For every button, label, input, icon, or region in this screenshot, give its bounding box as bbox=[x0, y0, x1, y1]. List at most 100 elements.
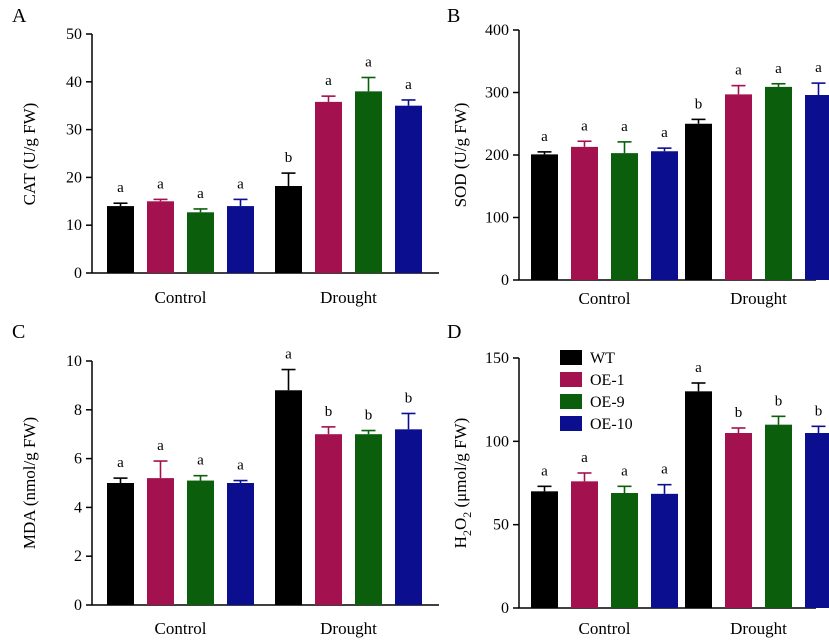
y-axis-label: H2O2 (μmol/g FW) bbox=[451, 418, 474, 549]
significance-label: a bbox=[117, 455, 124, 471]
legend-swatch-oe-1 bbox=[560, 372, 582, 387]
y-tick-label: 0 bbox=[501, 600, 509, 617]
x-category-label: Control bbox=[579, 289, 631, 308]
bar-wt-drought bbox=[275, 186, 302, 273]
bar-oe-9-control bbox=[187, 480, 214, 605]
significance-label: b bbox=[815, 403, 823, 419]
legend-swatch-oe-10 bbox=[560, 416, 582, 431]
bar-wt-control bbox=[107, 483, 134, 605]
significance-label: a bbox=[237, 176, 244, 192]
significance-label: a bbox=[775, 61, 782, 77]
y-tick-label: 4 bbox=[74, 499, 82, 516]
bar-oe-1-control bbox=[147, 201, 174, 273]
significance-label: b bbox=[775, 393, 783, 409]
bar-oe-1-drought bbox=[315, 434, 342, 605]
bar-oe-9-drought bbox=[355, 434, 382, 605]
legend-swatch-wt bbox=[560, 350, 582, 365]
significance-label: a bbox=[405, 77, 412, 93]
y-axis-label-part: 2 bbox=[460, 530, 474, 536]
y-axis-label: MDA (nmol/g FW) bbox=[20, 417, 39, 549]
significance-label: b bbox=[325, 404, 333, 420]
legend-swatch-oe-9 bbox=[560, 394, 582, 409]
bar-wt-drought bbox=[685, 391, 712, 608]
y-tick-label: 0 bbox=[501, 272, 509, 289]
legend: WT OE-1 OE-9 OE-10 bbox=[560, 350, 633, 433]
significance-label: a bbox=[581, 450, 588, 466]
significance-label: a bbox=[117, 180, 124, 196]
y-tick-label: 150 bbox=[485, 350, 509, 367]
y-axis-label-part: 2 bbox=[460, 512, 474, 518]
bar-oe-10-drought bbox=[395, 429, 422, 605]
y-tick-label: 30 bbox=[66, 122, 82, 139]
significance-label: b bbox=[735, 405, 743, 421]
panel-label: A bbox=[12, 5, 27, 27]
bar-oe-1-control bbox=[571, 146, 598, 280]
bar-oe-1-drought bbox=[315, 101, 342, 273]
y-tick-label: 400 bbox=[485, 22, 509, 39]
bar-oe-10-drought bbox=[805, 95, 829, 280]
y-axis-label: SOD (U/g FW) bbox=[451, 103, 470, 208]
chart-panel-c: C 0 2 4 6 8 10 MDA (nmol/g FW) a a a a Control a b b b Dr… bbox=[12, 321, 439, 638]
bar-oe-1-drought bbox=[725, 433, 752, 608]
significance-label: a bbox=[285, 347, 292, 363]
significance-label: a bbox=[197, 453, 204, 469]
legend-label-wt: WT bbox=[590, 350, 615, 367]
significance-label: a bbox=[197, 186, 204, 202]
significance-label: a bbox=[365, 54, 372, 70]
y-tick-label: 50 bbox=[66, 26, 82, 43]
bar-wt-drought bbox=[275, 390, 302, 605]
bar-wt-control bbox=[531, 154, 558, 280]
bar-oe-10-drought bbox=[805, 433, 829, 608]
significance-label: a bbox=[581, 118, 588, 134]
x-category-label: Control bbox=[155, 288, 207, 307]
y-tick-label: 2 bbox=[74, 548, 82, 565]
y-tick-label: 0 bbox=[74, 265, 82, 282]
x-category-label: Control bbox=[155, 619, 207, 638]
y-tick-label: 100 bbox=[485, 210, 509, 227]
significance-label: a bbox=[621, 463, 628, 479]
y-axis-label-part: (μmol/g FW) bbox=[451, 418, 470, 512]
y-tick-label: 200 bbox=[485, 147, 509, 164]
chart-panel-a: A 0 10 20 30 40 50 CAT (U/g FW) a a a a Control b a a a D… bbox=[12, 5, 439, 307]
y-axis-label-part: H bbox=[451, 536, 470, 548]
significance-label: a bbox=[325, 73, 332, 89]
bar-oe-9-control bbox=[187, 212, 214, 273]
y-tick-label: 6 bbox=[74, 451, 82, 468]
y-tick-label: 300 bbox=[485, 85, 509, 102]
significance-label: a bbox=[661, 125, 668, 141]
y-tick-label: 0 bbox=[74, 597, 82, 614]
panel-label: B bbox=[447, 5, 460, 27]
y-tick-label: 100 bbox=[485, 433, 509, 450]
bar-oe-10-drought bbox=[395, 105, 422, 273]
significance-label: b bbox=[285, 150, 293, 166]
significance-label: a bbox=[541, 129, 548, 145]
significance-label: a bbox=[157, 438, 164, 454]
legend-label-oe-10: OE-10 bbox=[590, 416, 633, 433]
bar-oe-10-control bbox=[227, 483, 254, 605]
significance-label: b bbox=[695, 96, 703, 112]
bar-oe-9-control bbox=[611, 493, 638, 608]
y-tick-label: 10 bbox=[66, 217, 82, 234]
x-category-label: Drought bbox=[320, 619, 377, 638]
significance-label: a bbox=[815, 60, 822, 76]
x-category-label: Control bbox=[579, 619, 631, 638]
legend-label-oe-1: OE-1 bbox=[590, 372, 625, 389]
significance-label: b bbox=[365, 408, 373, 424]
y-tick-label: 20 bbox=[66, 169, 82, 186]
significance-label: b bbox=[405, 390, 413, 406]
y-tick-label: 10 bbox=[66, 353, 82, 370]
bar-oe-10-control bbox=[651, 493, 678, 608]
significance-label: a bbox=[157, 176, 164, 192]
y-axis-label: CAT (U/g FW) bbox=[20, 103, 39, 206]
bar-wt-control bbox=[531, 491, 558, 608]
x-category-label: Drought bbox=[320, 288, 377, 307]
legend-label-oe-9: OE-9 bbox=[590, 394, 625, 411]
bar-oe-9-drought bbox=[765, 424, 792, 608]
bar-oe-9-drought bbox=[765, 86, 792, 280]
bar-oe-1-drought bbox=[725, 94, 752, 280]
significance-label: a bbox=[621, 119, 628, 135]
significance-label: a bbox=[735, 63, 742, 79]
significance-label: a bbox=[541, 463, 548, 479]
